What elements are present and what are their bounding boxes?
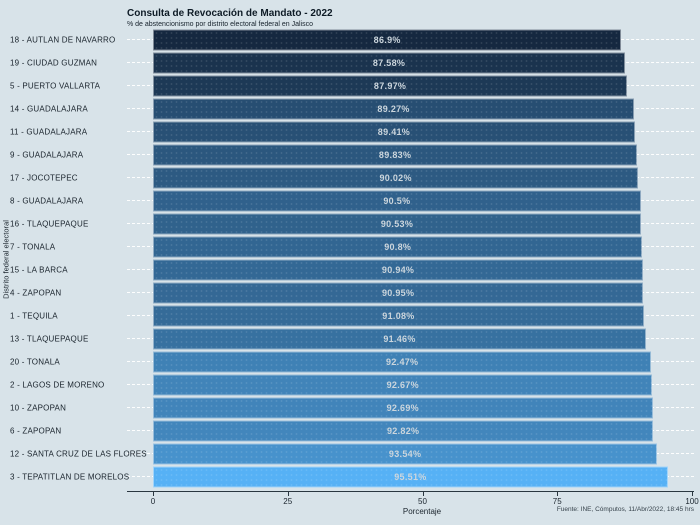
- bar-row: 8 - GUADALAJARA 90.5%: [0, 190, 700, 213]
- x-tick-label: 25: [283, 497, 293, 506]
- category-label: 7 - TONALA: [10, 242, 56, 252]
- bar: [153, 121, 635, 143]
- category-label: 13 - TLAQUEPAQUE: [10, 334, 89, 344]
- bar-row: 14 - GUADALAJARA 89.27%: [0, 98, 700, 121]
- bar: [153, 75, 628, 97]
- x-axis-line: [127, 491, 694, 492]
- bar-row: 2 - LAGOS DE MORENO 92.67%: [0, 373, 700, 396]
- bar: [153, 167, 639, 189]
- bar-row: 16 - TLAQUEPAQUE 90.53%: [0, 213, 700, 236]
- bar-value-label: 90.53%: [380, 219, 414, 230]
- bar-value-label: 90.95%: [381, 287, 415, 298]
- bar: [153, 52, 626, 74]
- bar-row: 1 - TEQUILA 91.08%: [0, 304, 700, 327]
- bar: [153, 29, 622, 51]
- x-tick-label: 0: [150, 497, 156, 506]
- bar-row: 15 - LA BARCA 90.94%: [0, 259, 700, 282]
- category-label: 8 - GUADALAJARA: [10, 196, 84, 206]
- category-label: 20 - TONALA: [10, 357, 60, 367]
- bar-row: 13 - TLAQUEPAQUE 91.46%: [0, 327, 700, 350]
- category-label: 18 - AUTLAN DE NAVARRO: [10, 35, 116, 45]
- category-label: 9 - GUADALAJARA: [10, 150, 84, 160]
- chart-subtitle: % de abstencionismo por distrito elector…: [127, 21, 313, 28]
- bar-row: 7 - TONALA 90.8%: [0, 236, 700, 259]
- bar-row: 6 - ZAPOPAN 92.82%: [0, 419, 700, 442]
- bar-row: 4 - ZAPOPAN 90.95%: [0, 281, 700, 304]
- bar-value-label: 90.8%: [384, 242, 412, 253]
- category-label: 10 - ZAPOPAN: [10, 403, 67, 413]
- category-label: 17 - JOCOTEPEC: [10, 173, 78, 183]
- bar: [153, 236, 643, 258]
- bar: [153, 190, 641, 212]
- x-tick-label: 75: [552, 497, 562, 506]
- bar-value-label: 92.69%: [386, 402, 419, 413]
- category-label: 15 - LA BARCA: [10, 265, 68, 275]
- bar-row: 17 - JOCOTEPEC 90.02%: [0, 167, 700, 190]
- bar-value-label: 89.27%: [377, 104, 410, 115]
- bar-value-label: 86.9%: [373, 35, 401, 46]
- x-axis-title: Porcentaje: [402, 507, 442, 516]
- category-label: 4 - ZAPOPAN: [10, 288, 62, 298]
- bar-row: 18 - AUTLAN DE NAVARRO 86.9%: [0, 29, 700, 52]
- bar-value-label: 93.54%: [388, 448, 422, 459]
- category-label: 5 - PUERTO VALLARTA: [10, 81, 101, 91]
- bar: [153, 420, 654, 442]
- bar-row: 3 - TEPATITLAN DE MORELOS 95.51%: [0, 465, 700, 488]
- bar: [153, 144, 638, 166]
- bar-row: 5 - PUERTO VALLARTA 87.97%: [0, 75, 700, 98]
- category-label: 11 - GUADALAJARA: [10, 127, 88, 137]
- x-tick-mark: [692, 492, 693, 496]
- x-tick-mark: [422, 492, 424, 496]
- bar-row: 11 - GUADALAJARA 89.41%: [0, 121, 700, 144]
- x-tick-label: 100: [685, 497, 699, 506]
- bar-value-label: 89.41%: [377, 127, 411, 138]
- bar-row: 9 - GUADALAJARA 89.83%: [0, 144, 700, 167]
- category-label: 16 - TLAQUEPAQUE: [10, 219, 89, 229]
- bar: [153, 397, 653, 419]
- bar: [153, 305, 644, 327]
- bar-value-label: 95.51%: [394, 471, 427, 482]
- bar-value-label: 87.97%: [373, 81, 407, 92]
- bar-value-label: 90.02%: [379, 173, 412, 184]
- source-caption: Fuente: INE, Cómputos, 11/Abr/2022, 18:4…: [556, 506, 694, 513]
- category-label: 12 - SANTA CRUZ DE LAS FLORES: [10, 449, 147, 459]
- bar-value-label: 90.94%: [381, 264, 415, 275]
- bar-value-label: 87.58%: [372, 58, 406, 69]
- category-label: 3 - TEPATITLAN DE MORELOS: [10, 472, 130, 482]
- chart-title: Consulta de Revocación de Mandato - 2022: [127, 8, 333, 19]
- bar-value-label: 90.5%: [383, 196, 411, 207]
- bar-value-label: 92.82%: [386, 425, 420, 436]
- bar: [153, 282, 644, 304]
- bar-value-label: 92.67%: [386, 379, 419, 390]
- bar-row: 19 - CIUDAD GUZMAN 87.58%: [0, 52, 700, 75]
- bar: [153, 443, 658, 465]
- bar: [153, 351, 652, 373]
- bar: [153, 328, 646, 350]
- bar-rows: 18 - AUTLAN DE NAVARRO 86.9% 19 - CIUDAD G…: [0, 29, 700, 488]
- bar: [153, 259, 644, 281]
- bar-value-label: 92.47%: [386, 356, 419, 367]
- bar: [153, 466, 668, 488]
- bar-row: 10 - ZAPOPAN 92.69%: [0, 396, 700, 419]
- bar-value-label: 91.08%: [382, 310, 415, 321]
- bar: [153, 213, 641, 235]
- x-tick-label: 50: [418, 497, 427, 506]
- category-label: 1 - TEQUILA: [10, 311, 58, 321]
- bar: [153, 98, 635, 120]
- bar-row: 20 - TONALA 92.47%: [0, 350, 700, 373]
- x-tick-mark: [153, 492, 154, 496]
- category-label: 2 - LAGOS DE MORENO: [10, 380, 105, 390]
- x-tick-mark: [557, 492, 559, 496]
- category-label: 19 - CIUDAD GUZMAN: [10, 58, 98, 68]
- bar-value-label: 89.83%: [378, 150, 412, 161]
- bar-value-label: 91.46%: [383, 333, 416, 344]
- category-label: 6 - ZAPOPAN: [10, 426, 62, 436]
- bar-row: 12 - SANTA CRUZ DE LAS FLORES 93.54%: [0, 442, 700, 465]
- category-label: 14 - GUADALAJARA: [10, 104, 88, 114]
- bar: [153, 374, 653, 396]
- x-tick-mark: [287, 492, 289, 496]
